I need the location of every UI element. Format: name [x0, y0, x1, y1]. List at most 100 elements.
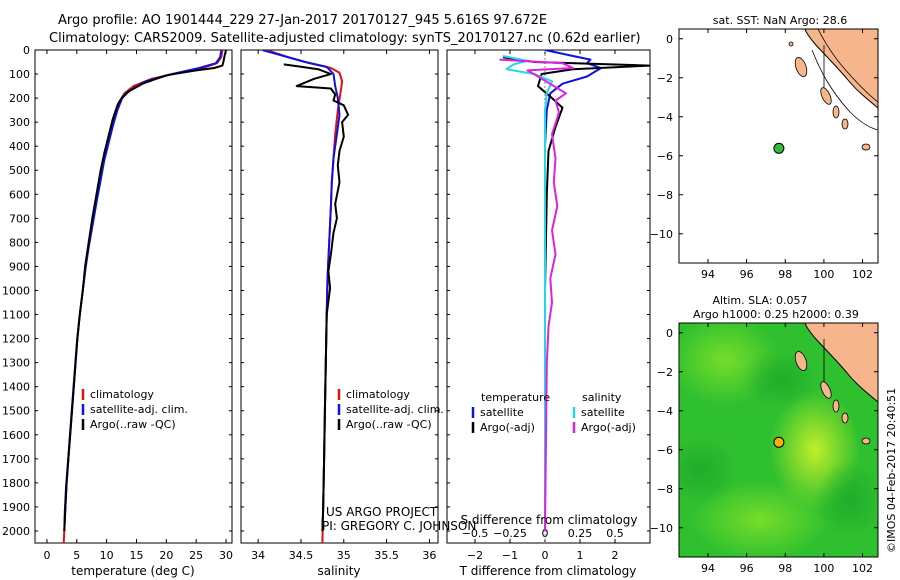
x-tick-label: 15: [129, 549, 143, 562]
legend-label: climatology: [90, 388, 154, 401]
x-tick-label: −2: [467, 549, 483, 562]
sst-map-axes: 94 96 98 100 102 0 −2 −4 −6 −8 −10: [650, 29, 878, 281]
island-shape: [841, 412, 849, 424]
map-y-tick-label: −6: [657, 444, 673, 457]
difference-chart: −2 −1 0 1 2 −0.5 −0.25 0 0.25 0.5 temperature salin…: [462, 50, 650, 562]
sla-field-patch: [815, 460, 878, 540]
argo-float-marker: [773, 142, 785, 154]
sla-field-patch: [740, 350, 820, 410]
depth-tick-label: 800: [9, 236, 30, 249]
sst-map-title: sat. SST: NaN Argo: 28.6: [713, 14, 847, 27]
sla-field-patch: [690, 480, 830, 557]
depth-tick-label: 600: [9, 188, 30, 201]
map-x-tick-label: 96: [740, 562, 754, 575]
map-x-tick-label: 100: [813, 562, 834, 575]
series-line-satellite-adj-clim-: [63, 50, 223, 532]
map-y-tick-label: 0: [666, 33, 673, 46]
pi-annotation: PI: GREGORY C. JOHNSON: [322, 519, 476, 533]
legend-label: satellite: [480, 406, 524, 419]
x-tick-label: 35: [337, 549, 351, 562]
island-shape: [861, 143, 871, 151]
map-x-tick-label: 94: [701, 268, 715, 281]
difference-panel-frame: [446, 49, 651, 544]
depth-tick-label: 900: [9, 260, 30, 273]
s-tick-label: 0: [542, 527, 549, 540]
island-shape: [788, 41, 794, 47]
x-tick-label: 35.5: [374, 549, 399, 562]
map-y-tick-label: −4: [657, 405, 673, 418]
depth-tick-label: 0: [23, 44, 30, 57]
x-tick-label: 10: [100, 549, 114, 562]
legend-title: salinity: [582, 391, 622, 404]
map-y-tick-label: −8: [657, 189, 673, 202]
map-x-tick-label: 100: [813, 268, 834, 281]
island-shape: [832, 105, 840, 119]
depth-tick-label: 1200: [2, 333, 30, 346]
series-line-climatology: [266, 50, 344, 543]
depth-tick-label: 300: [9, 116, 30, 129]
s-tick-label: −0.25: [493, 527, 527, 540]
x-tick-label: 25: [189, 549, 203, 562]
sla-field-patch: [679, 435, 740, 505]
depth-tick-label: 400: [9, 140, 30, 153]
x-tick-label: 34: [251, 549, 265, 562]
x-tick-label: 5: [73, 549, 80, 562]
series-line-t-satellite: [544, 50, 602, 531]
x-tick-label: −1: [502, 549, 518, 562]
depth-tick-label: 1800: [2, 477, 30, 490]
series-line-argo-raw-qc-: [63, 50, 227, 532]
depth-tick-label: 200: [9, 92, 30, 105]
island-shape: [820, 381, 832, 399]
depth-tick-label: 1300: [2, 357, 30, 370]
depth-tick-label: 1700: [2, 453, 30, 466]
temperature-panel-frame: [34, 49, 233, 544]
island-shape: [832, 399, 840, 413]
map-x-tick-label: 98: [778, 268, 792, 281]
map-x-tick-label: 94: [701, 562, 715, 575]
depth-tick-label: 700: [9, 212, 30, 225]
legend-label: Argo(..raw -QC): [346, 418, 432, 431]
temperature-chart: 0 5 10 15 20 25 30 climatology satellite-adj. cl…: [43, 50, 233, 562]
sst-map-land: [804, 29, 878, 109]
depth-tick-label: 1000: [2, 284, 30, 297]
map-y-tick-label: −2: [657, 366, 673, 379]
x-tick-label: 1: [577, 549, 584, 562]
header-line2: Climatology: CARS2009. Satellite-adjuste…: [49, 31, 641, 46]
depth-tick-label: 1500: [2, 405, 30, 418]
map-x-tick-label: 102: [852, 562, 873, 575]
sst-map-contour-2: [811, 49, 878, 131]
sst-map: 94 96 98 100 102 0 −2 −4 −6 −8 −10: [650, 28, 879, 281]
imos-timestamp: ©IMOS 04-Feb-2017 20:40:51: [885, 388, 898, 553]
series-line-t-argo-adj-: [502, 56, 650, 531]
series-line-s-satellite: [502, 55, 553, 531]
legend-label: satellite: [581, 406, 625, 419]
x-tick-label: 36: [422, 549, 436, 562]
header-line1: Argo profile: AO 1901444_229 27-Jan-2017…: [58, 13, 547, 28]
depth-tick-label: 100: [9, 68, 30, 81]
salinity-panel-frame: [240, 49, 439, 544]
series-line-climatology: [62, 50, 224, 543]
difference-xlabel: T difference from climatology: [459, 564, 637, 578]
map-y-tick-label: −10: [650, 522, 673, 535]
series-line-satellite-adj-clim-: [262, 50, 341, 532]
x-tick-label: 34.5: [289, 549, 314, 562]
series-line-argo-raw-qc-: [283, 63, 350, 532]
sla-map-axes: 94 96 98 100 102 0 −2 −4 −6 −8 −10: [650, 323, 878, 575]
map-y-tick-label: −8: [657, 483, 673, 496]
s-tick-label: 0.25: [568, 527, 593, 540]
legend-label: Argo(-adj): [480, 421, 535, 434]
map-y-tick-label: −4: [657, 111, 673, 124]
map-x-tick-label: 98: [778, 562, 792, 575]
sst-map-contour: [817, 29, 878, 103]
depth-tick-label: 1600: [2, 429, 30, 442]
depth-tick-label: 2000: [2, 525, 30, 538]
s-tick-label: −0.5: [462, 527, 489, 540]
map-y-tick-label: 0: [666, 327, 673, 340]
difference-xlabel-top: S difference from climatology: [461, 513, 638, 527]
depth-tick-label: 1100: [2, 309, 30, 322]
depth-tick-label: 1400: [2, 381, 30, 394]
x-tick-label: 2: [612, 549, 619, 562]
legend-label: Argo(..raw -QC): [90, 418, 176, 431]
sla-map-subtitle: Argo h1000: 0.25 h2000: 0.39: [693, 308, 859, 321]
